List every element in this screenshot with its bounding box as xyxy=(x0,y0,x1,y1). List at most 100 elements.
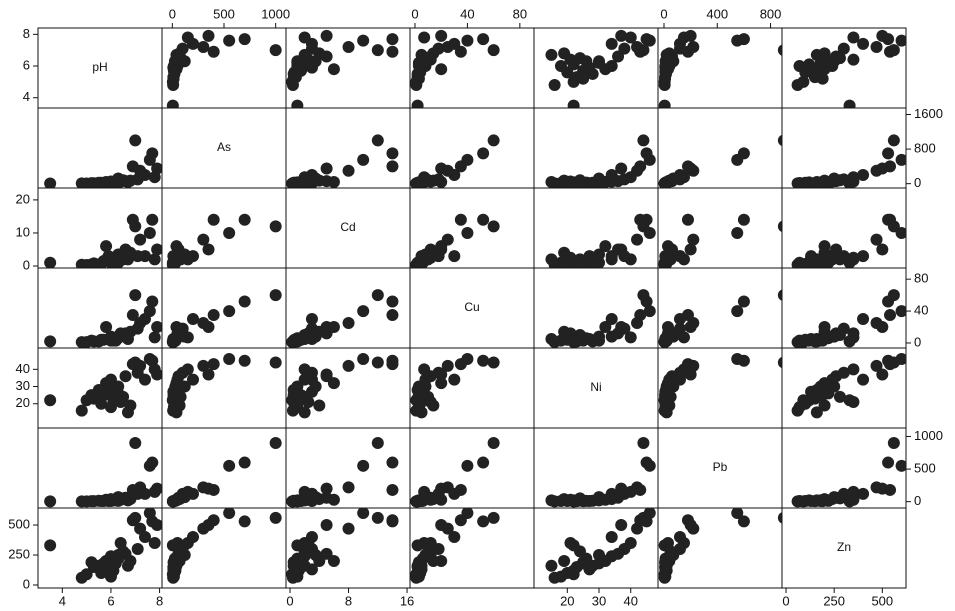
point xyxy=(121,175,134,188)
point xyxy=(791,79,804,92)
point xyxy=(777,134,782,147)
panel-points xyxy=(410,353,500,419)
y-tick-label: 500 xyxy=(8,516,30,531)
point xyxy=(461,226,474,239)
point xyxy=(170,48,183,61)
point xyxy=(777,289,782,301)
point xyxy=(643,153,656,166)
panel-points xyxy=(44,436,162,508)
point xyxy=(605,250,618,263)
point xyxy=(857,487,870,500)
point xyxy=(121,494,134,507)
point xyxy=(577,556,590,569)
point xyxy=(545,494,558,507)
point xyxy=(435,29,448,42)
point xyxy=(148,253,161,266)
point xyxy=(643,34,656,47)
point xyxy=(371,44,384,57)
point xyxy=(371,511,384,524)
point xyxy=(85,556,98,569)
point xyxy=(143,508,156,520)
point xyxy=(309,491,322,504)
point xyxy=(454,514,467,527)
point xyxy=(412,389,425,402)
y-tick-label: 0 xyxy=(23,576,30,591)
point xyxy=(461,34,474,47)
point xyxy=(441,359,454,372)
point xyxy=(631,317,644,330)
point xyxy=(320,162,333,175)
point xyxy=(876,482,889,495)
point xyxy=(791,336,804,348)
point xyxy=(731,508,744,520)
panel-points xyxy=(410,436,500,508)
point xyxy=(44,335,57,348)
point xyxy=(487,511,500,524)
point xyxy=(658,99,671,108)
panel-points xyxy=(658,289,782,348)
point xyxy=(298,406,311,419)
point xyxy=(816,72,829,85)
point xyxy=(386,147,399,160)
point xyxy=(895,459,906,472)
point xyxy=(558,47,571,60)
point xyxy=(269,356,282,369)
variable-label: Pb xyxy=(713,460,728,474)
point xyxy=(167,258,180,268)
point xyxy=(119,370,132,383)
point xyxy=(667,330,680,343)
point xyxy=(684,243,697,256)
x-tick-label: 8 xyxy=(345,593,352,608)
point xyxy=(238,456,251,469)
point xyxy=(112,248,125,261)
point xyxy=(269,220,282,233)
point xyxy=(167,60,180,73)
point xyxy=(112,330,125,343)
point xyxy=(624,331,637,344)
panel-points xyxy=(410,29,500,108)
point xyxy=(567,256,580,268)
point xyxy=(412,258,425,268)
point xyxy=(731,226,744,239)
panel-points xyxy=(791,289,906,348)
point xyxy=(202,243,215,256)
point xyxy=(637,134,650,147)
point xyxy=(658,539,671,552)
y-tick-label: 1000 xyxy=(914,428,943,443)
point xyxy=(207,309,220,322)
x-tick-label: 0 xyxy=(286,593,293,608)
variable-label: pH xyxy=(92,60,107,74)
x-tick-label: 250 xyxy=(823,593,845,608)
x-tick-label: 8 xyxy=(156,593,163,608)
point xyxy=(615,29,628,42)
point xyxy=(599,240,612,253)
panel-points xyxy=(791,29,906,108)
point xyxy=(151,243,162,256)
point xyxy=(148,331,161,344)
point xyxy=(828,172,841,185)
point xyxy=(305,313,318,326)
point xyxy=(386,358,399,371)
x-tick-label: 400 xyxy=(706,6,728,21)
point xyxy=(477,456,490,469)
point xyxy=(567,75,580,88)
point xyxy=(435,368,448,381)
point xyxy=(487,134,500,147)
point xyxy=(487,220,500,233)
panel-points xyxy=(545,134,656,188)
point xyxy=(167,72,180,85)
panel-points xyxy=(286,29,399,108)
point xyxy=(151,321,162,334)
point xyxy=(818,399,831,412)
y-tick-label: 6 xyxy=(23,57,30,72)
y-tick-label: 40 xyxy=(914,303,928,318)
point xyxy=(238,33,251,46)
point xyxy=(95,333,108,346)
point xyxy=(143,226,156,239)
point xyxy=(309,380,322,393)
point xyxy=(477,515,490,528)
point xyxy=(97,557,110,570)
point xyxy=(342,481,355,494)
point xyxy=(731,305,744,318)
panel-points xyxy=(545,508,656,584)
